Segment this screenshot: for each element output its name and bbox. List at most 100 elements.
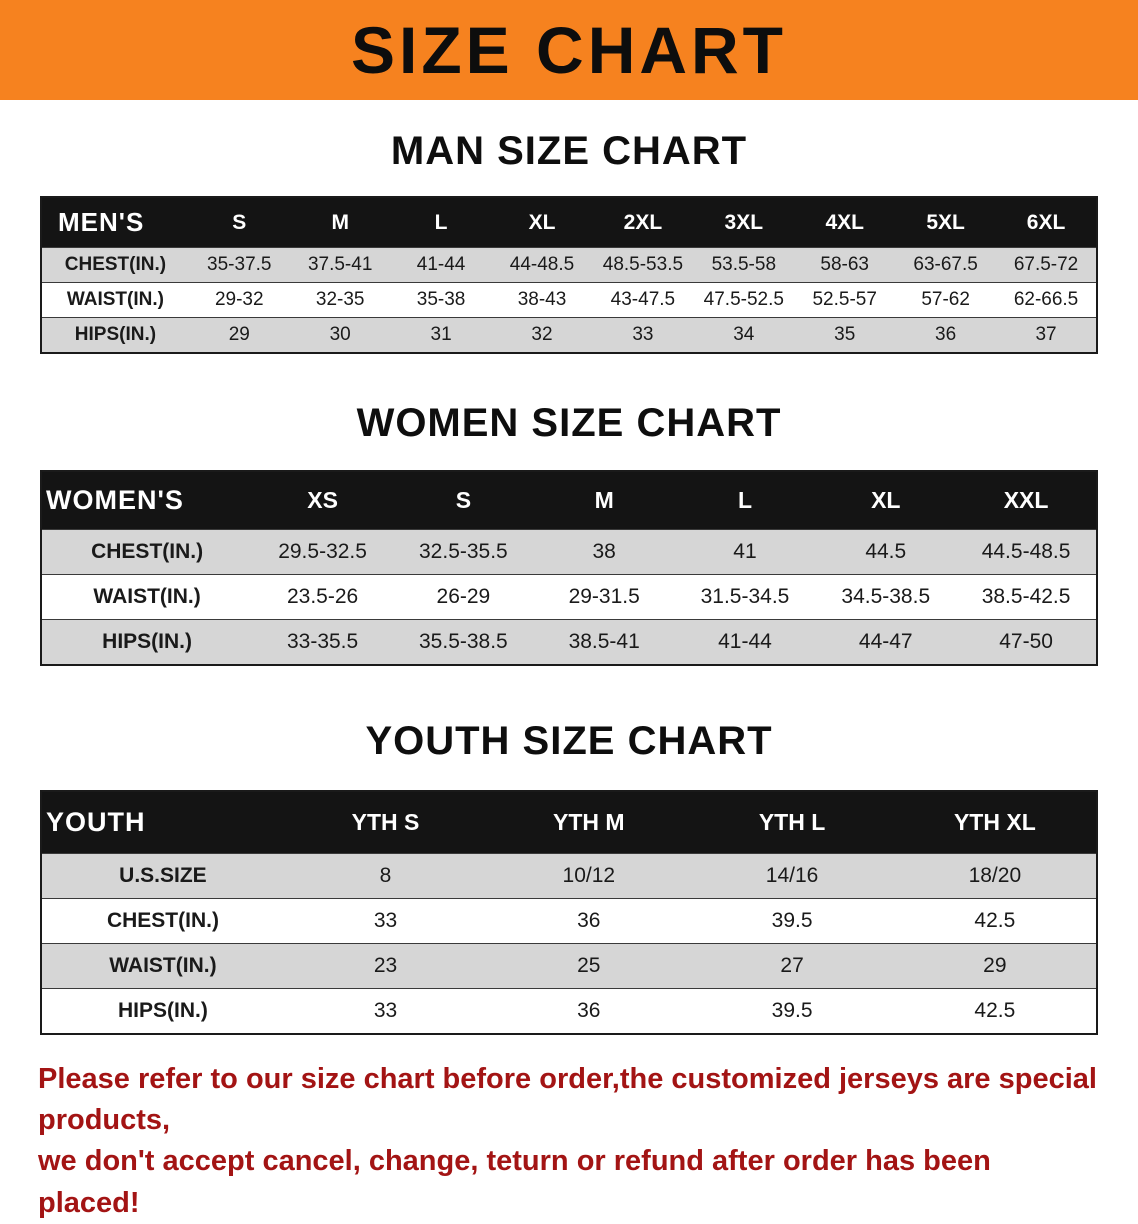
measurement-value: 52.5-57 [794,282,896,318]
measurement-label: CHEST(IN.) [41,898,284,944]
size-column-header: S [455,487,472,513]
size-column-header: 3XL [724,210,764,234]
footer-line-2: we don't accept cancel, change, teturn o… [38,1145,991,1219]
measurement-value: 32-35 [289,282,391,318]
size-column-header: YTH S [351,809,420,835]
measurement-value: 62-66.5 [996,282,1097,318]
measurement-value: 47-50 [956,619,1097,665]
youth-size-table: YOUTH YTH S YTH M YTH L YTH XL U.S.SIZE 8 10/12… [40,790,1098,1035]
size-column-header: XL [871,487,901,513]
measurement-row: HIPS(IN.) 33-35.5 35.5-38.5 38.5-41 41-44 44-… [41,619,1097,665]
measurement-value: 31 [390,317,492,353]
measurement-row: WAIST(IN.) 23.5-26 26-29 29-31.5 31.5-34.5 34… [41,574,1097,620]
size-column-header: L [434,210,448,234]
measurement-value: 8 [283,853,488,899]
size-column-header: 5XL [926,210,965,234]
size-column-header: XS [307,487,338,513]
measurement-value: 57-62 [895,282,997,318]
table-title-cell: WOMEN'S [46,485,184,515]
measurement-value: 33 [283,898,488,944]
measurement-value: 42.5 [893,898,1097,944]
size-column-header: YTH M [553,809,625,835]
measurement-label: WAIST(IN.) [41,943,284,989]
size-column-header: S [232,210,247,234]
measurement-value: 29.5-32.5 [252,529,393,575]
measurement-value: 36 [487,988,691,1034]
measurement-value: 44-48.5 [491,247,593,283]
measurement-value: 29 [893,943,1097,989]
measurement-value: 10/12 [487,853,691,899]
measurement-value: 39.5 [690,898,894,944]
footer-note: Please refer to our size chart before or… [0,1059,1138,1224]
measurement-value: 44.5-48.5 [956,529,1097,575]
table-title-cell: YOUTH [46,807,146,837]
measurement-value: 33-35.5 [252,619,393,665]
measurement-label: HIPS(IN.) [41,317,189,353]
measurement-value: 38.5-41 [533,619,675,665]
measurement-value: 36 [487,898,691,944]
measurement-row: WAIST(IN.) 29-32 32-35 35-38 38-43 43-47.5 47.… [41,282,1097,318]
table-header-row: YOUTH YTH S YTH M YTH L YTH XL [41,791,1097,854]
measurement-value: 18/20 [893,853,1097,899]
measurement-value: 67.5-72 [996,247,1097,283]
measurement-value: 41-44 [390,247,492,283]
measurement-row: CHEST(IN.) 29.5-32.5 32.5-35.5 38 41 44.5 44.5… [41,529,1097,575]
measurement-value: 53.5-58 [693,247,795,283]
size-column-header: 2XL [623,210,663,234]
measurement-value: 32.5-35.5 [392,529,534,575]
measurement-value: 27 [690,943,894,989]
measurement-label: HIPS(IN.) [41,619,253,665]
size-column-header: 4XL [825,210,864,234]
measurement-label: WAIST(IN.) [41,282,189,318]
measurement-value: 29-32 [188,282,290,318]
measurement-value: 44.5 [815,529,957,575]
measurement-value: 58-63 [794,247,896,283]
measurement-value: 33 [283,988,488,1034]
measurement-label: CHEST(IN.) [41,529,253,575]
size-column-header: YTH L [758,809,826,835]
women-section-heading: WOMEN SIZE CHART [356,401,782,445]
womens-size-table: WOMEN'S XS S M L XL XXL CHEST(IN.) 29.5-32.5 32.5… [40,470,1098,666]
measurement-value: 29 [188,317,290,353]
size-column-header: M [594,487,614,513]
size-column-header: XXL [1003,487,1049,513]
size-column-header: M [331,210,349,234]
size-column-header: XL [528,210,556,234]
measurement-value: 36 [895,317,997,353]
measurement-label: WAIST(IN.) [41,574,253,620]
measurement-value: 34.5-38.5 [815,574,957,620]
measurement-value: 41 [674,529,816,575]
measurement-label: U.S.SIZE [41,853,284,899]
measurement-value: 48.5-53.5 [592,247,694,283]
measurement-value: 38 [533,529,675,575]
footer-line-1: Please refer to our size chart before or… [38,1063,1097,1137]
measurement-value: 35-37.5 [188,247,290,283]
table-header-row: WOMEN'S XS S M L XL XXL [41,471,1097,530]
measurement-row: CHEST(IN.) 35-37.5 37.5-41 41-44 44-48.5 48.5… [41,247,1097,283]
measurement-row: CHEST(IN.) 33 36 39.5 42.5 [41,898,1097,944]
measurement-value: 37.5-41 [289,247,391,283]
size-column-header: L [737,487,752,513]
measurement-value: 42.5 [893,988,1097,1034]
measurement-value: 29-31.5 [533,574,675,620]
measurement-value: 44-47 [815,619,957,665]
table-header-row: MEN'S S M L XL 2XL 3XL 4XL 5XL 6XL [41,197,1097,248]
table-title-cell: MEN'S [58,207,145,237]
measurement-value: 33 [592,317,694,353]
measurement-value: 26-29 [392,574,534,620]
size-chart-banner: SIZE CHART [0,0,1138,100]
measurement-value: 31.5-34.5 [674,574,816,620]
measurement-row: WAIST(IN.) 23 25 27 29 [41,943,1097,989]
measurement-value: 41-44 [674,619,816,665]
measurement-value: 23.5-26 [252,574,393,620]
size-column-header: YTH XL [953,809,1036,835]
measurement-value: 37 [996,317,1097,353]
measurement-value: 43-47.5 [592,282,694,318]
measurement-value: 38-43 [491,282,593,318]
measurement-value: 35 [794,317,896,353]
page-title: SIZE CHART [351,13,787,87]
measurement-row: HIPS(IN.) 33 36 39.5 42.5 [41,988,1097,1034]
measurement-value: 34 [693,317,795,353]
measurement-value: 38.5-42.5 [956,574,1097,620]
measurement-value: 63-67.5 [895,247,997,283]
